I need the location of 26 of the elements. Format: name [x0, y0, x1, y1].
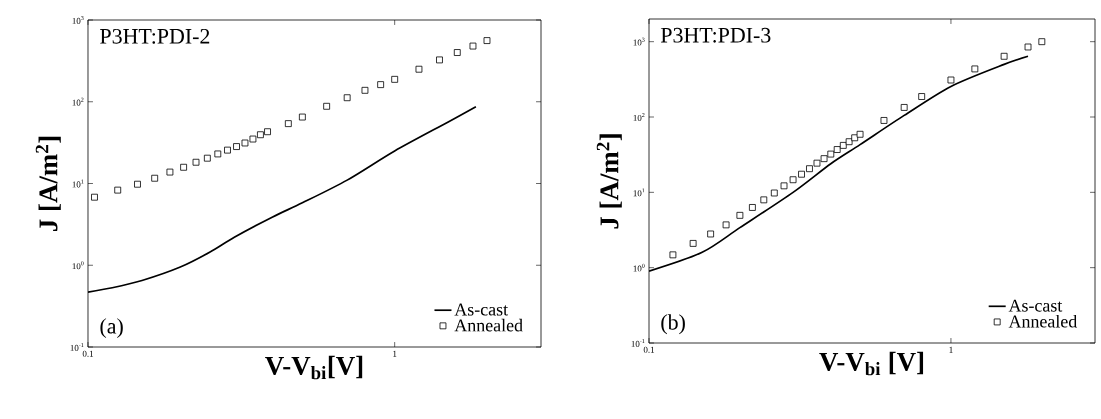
legend-label: As-cast [454, 303, 508, 316]
legend-label: Annealed [1008, 314, 1078, 328]
y-tick-label: 10$^{2}$ [633, 113, 645, 121]
legend-label: Annealed [454, 318, 523, 332]
y-tick-label: 10$^{3}$ [633, 37, 645, 46]
annotation: (b) [661, 314, 685, 335]
x-tick-label: 1 [393, 350, 397, 357]
y-tick-label: 10$^{3}$ [72, 16, 84, 24]
annotation: P3HT:PDI-3 [660, 27, 771, 43]
x-tick-label: 0.1 [643, 346, 655, 353]
y-tick-label: 10$^{-1}$ [70, 343, 84, 351]
y-tick-label: 10$^{0}$ [633, 263, 645, 272]
y-tick-label: 10$^{1}$ [72, 179, 84, 188]
y-axis-title: J [A/m$^{2}$] [35, 136, 61, 231]
y-tick-label: 10$^{-1}$ [631, 339, 645, 347]
x-axis-title: V-V$_{bi}$ [V] [819, 351, 924, 376]
y-axis-title: J [A/m$^{2}$] [596, 134, 622, 229]
x-axis-title: V-V$_{bi}$[V] [265, 355, 363, 380]
y-tick-label: 10$^{2}$ [72, 97, 84, 106]
x-tick-label: 1 [949, 346, 953, 353]
legend-label: As-cast [1008, 299, 1063, 312]
annotation: P3HT:PDI-2 [100, 28, 210, 44]
y-tick-label: 10$^{1}$ [633, 188, 645, 197]
annotation: (a) [100, 318, 123, 339]
x-tick-label: 0.1 [82, 350, 94, 357]
y-tick-label: 10$^{0}$ [72, 261, 84, 270]
